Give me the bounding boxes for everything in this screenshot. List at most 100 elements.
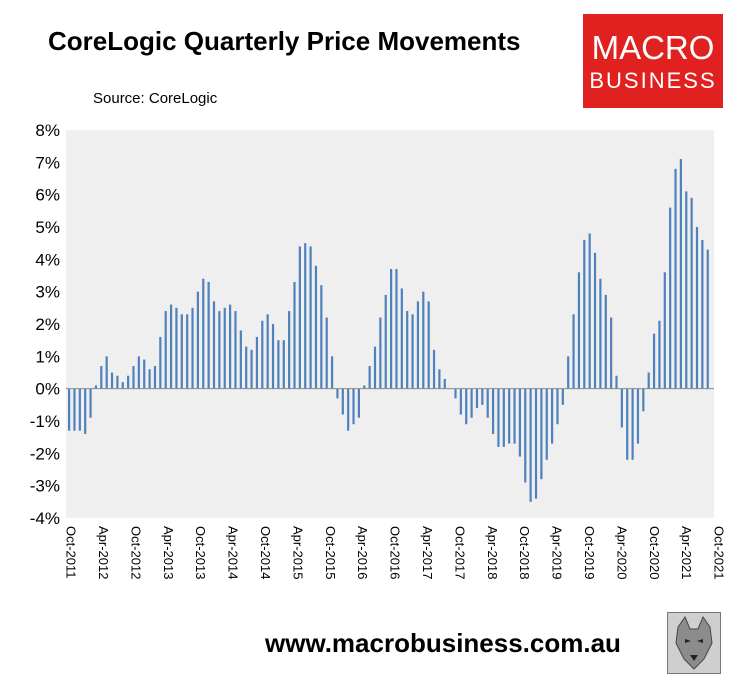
bar: [116, 375, 119, 389]
x-tick-label: Oct-2020: [647, 526, 662, 579]
bar: [572, 314, 575, 389]
bar: [218, 311, 221, 389]
y-tick-label: 5%: [35, 218, 60, 237]
bar: [540, 388, 543, 480]
bar: [384, 294, 387, 389]
bar: [679, 159, 682, 389]
bar: [390, 269, 393, 389]
bar: [175, 307, 178, 389]
bar: [105, 356, 108, 389]
y-axis: 8% 7% 6% 5% 4% 3% 2% 1% 0% -1% -2% -3% -4%: [30, 121, 60, 528]
y-tick-label: -2%: [30, 444, 60, 463]
bar: [486, 388, 489, 418]
bar: [497, 388, 500, 447]
x-tick-label: Apr-2014: [226, 526, 241, 579]
bar: [690, 197, 693, 389]
y-tick-label: 7%: [35, 153, 60, 172]
bar: [373, 346, 377, 389]
y-tick-label: 3%: [35, 283, 60, 302]
bar: [518, 388, 521, 457]
y-tick-label: 8%: [35, 121, 60, 140]
bar: [239, 330, 242, 389]
x-tick-label: Oct-2016: [388, 526, 403, 579]
bar: [561, 388, 564, 405]
x-tick-label: Oct-2013: [193, 526, 208, 579]
y-tick-label: 6%: [35, 186, 60, 205]
bar: [180, 314, 183, 389]
bar: [599, 278, 602, 389]
bar: [400, 288, 403, 389]
bar: [159, 336, 162, 389]
bar: [475, 388, 479, 409]
bar: [577, 272, 581, 389]
bar: [84, 388, 87, 434]
logo-line-macro: MACRO: [591, 29, 715, 66]
bar: [427, 301, 430, 389]
website-url: www.macrobusiness.com.au: [265, 628, 621, 658]
bar: [674, 168, 677, 389]
bar: [169, 304, 173, 389]
x-tick-label: Apr-2016: [355, 526, 370, 579]
bar: [615, 375, 618, 389]
bar: [422, 291, 425, 389]
y-tick-label: -1%: [30, 412, 60, 431]
bar: [191, 307, 194, 389]
bar: [341, 388, 344, 415]
bar: [363, 385, 366, 389]
bar: [636, 388, 640, 444]
bar: [314, 265, 318, 389]
bar: [395, 269, 398, 389]
bar: [229, 304, 232, 389]
bar: [432, 349, 436, 389]
bar: [658, 320, 661, 389]
bar: [255, 336, 259, 389]
logo-line-business: BUSINESS: [589, 68, 717, 93]
bar: [89, 388, 92, 418]
bar: [100, 366, 103, 389]
x-tick-label: Apr-2012: [96, 526, 111, 579]
x-tick-label: Apr-2018: [485, 526, 500, 579]
bar: [304, 243, 307, 389]
bar: [626, 388, 629, 460]
bar: [663, 272, 666, 389]
bar: [513, 388, 516, 444]
chart-title: CoreLogic Quarterly Price Movements: [48, 26, 521, 56]
bar: [443, 378, 446, 389]
bar: [186, 314, 189, 389]
bar: [465, 388, 468, 425]
bar: [556, 388, 559, 425]
x-axis: Oct-2011 Apr-2012 Oct-2012 Apr-2013 Oct-2013…: [64, 526, 727, 579]
bar: [454, 388, 457, 399]
bar: [685, 191, 688, 389]
bar: [288, 311, 291, 389]
bar: [647, 372, 650, 389]
bar: [325, 317, 328, 389]
bar: [368, 366, 371, 389]
bar: [261, 320, 264, 389]
bar: [121, 382, 124, 389]
bar: [127, 375, 130, 389]
bar: [620, 388, 623, 428]
x-tick-label: Apr-2015: [290, 526, 305, 579]
bar: [470, 388, 473, 418]
x-tick-label: Oct-2014: [258, 526, 273, 579]
bar: [271, 324, 275, 389]
bar: [481, 388, 484, 405]
x-tick-label: Apr-2019: [550, 526, 565, 579]
bar: [202, 278, 205, 389]
bar: [604, 294, 607, 389]
bar: [148, 369, 151, 389]
bar: [502, 388, 505, 447]
x-tick-label: Oct-2021: [712, 526, 727, 579]
bar: [534, 388, 538, 499]
bar: [282, 340, 285, 389]
bar: [143, 359, 146, 389]
bar: [266, 314, 269, 389]
x-tick-label: Oct-2019: [582, 526, 597, 579]
bar: [309, 246, 312, 389]
wolf-emblem-icon: [667, 612, 721, 674]
bar: [234, 311, 237, 389]
bar: [293, 281, 296, 389]
bar: [352, 388, 355, 425]
y-tick-label: 1%: [35, 347, 60, 366]
